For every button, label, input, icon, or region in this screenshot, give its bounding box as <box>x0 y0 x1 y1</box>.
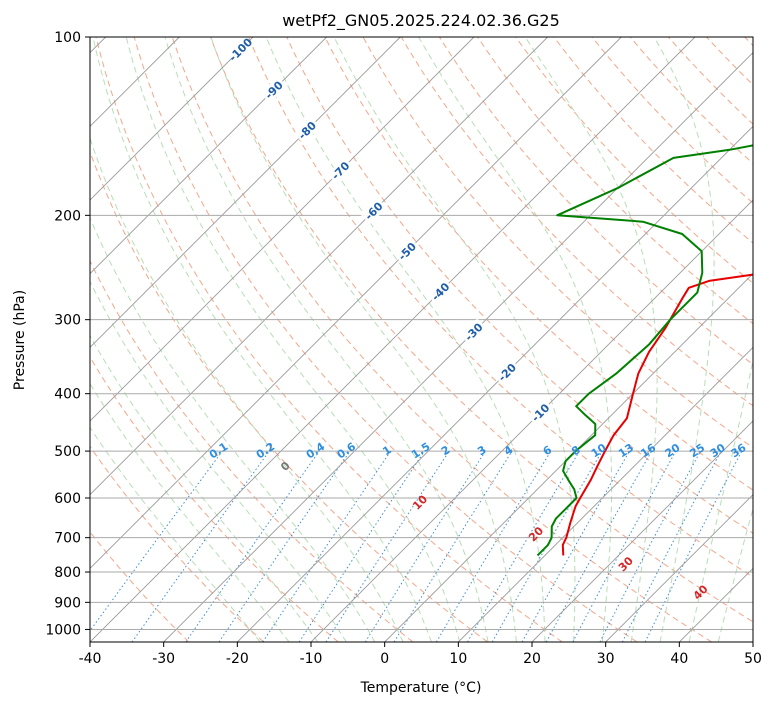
moist-adiabat <box>717 506 753 642</box>
dry-adiabat <box>286 37 753 534</box>
mixing-ratio-line <box>572 450 677 642</box>
isotherm-line <box>90 37 696 642</box>
isotherm-label-bg <box>227 37 254 63</box>
moist-adiabat <box>418 37 613 642</box>
dry-adiabat <box>171 37 712 642</box>
moist-adiabats <box>90 37 753 642</box>
isotherm-line <box>237 125 753 642</box>
dry-adiabats <box>90 37 753 642</box>
dry-adiabat <box>324 37 753 491</box>
y-tick-label: 500 <box>54 444 81 460</box>
y-axis-label: Pressure (hPa) <box>12 290 28 390</box>
moist-adiabat <box>333 37 576 642</box>
moist-adiabat <box>125 37 461 642</box>
mixing-ratio-line <box>393 450 513 642</box>
x-tick-label: 40 <box>670 651 688 667</box>
dry-adiabat <box>95 37 563 642</box>
isotherm-line <box>605 494 753 642</box>
isotherm-label-bg <box>526 399 554 427</box>
isotherm-label-bg <box>326 157 354 185</box>
isotherm-label-bg <box>460 318 488 346</box>
y-tick-label: 700 <box>54 531 81 547</box>
y-tick-label: 1000 <box>45 622 81 638</box>
isotherm-line <box>531 420 753 642</box>
x-tick-label: 30 <box>597 651 615 667</box>
mixing-ratio-line <box>325 450 450 642</box>
x-tick-label: -30 <box>152 651 175 667</box>
y-tick-label: 100 <box>54 30 81 46</box>
mixing-ratio-line <box>644 450 743 642</box>
dry-adiabat <box>515 37 753 284</box>
y-tick-label: 400 <box>54 387 81 403</box>
y-tick-label: 600 <box>54 491 81 507</box>
dry-adiabat <box>90 445 264 642</box>
moist-adiabat <box>90 426 261 642</box>
moist-adiabat <box>164 37 489 642</box>
dry-adiabat <box>90 356 339 642</box>
x-tick-label: 0 <box>380 651 389 667</box>
dewpoint-profile <box>536 144 753 557</box>
mixing-ratio-line <box>131 450 270 642</box>
isotherm-line <box>90 37 475 422</box>
moist-adiabat <box>524 37 658 642</box>
isotherm-label-bg <box>260 76 288 104</box>
y-axis: 100 200 300 400 500 600 700 800 900 1000 <box>45 30 90 638</box>
moist-adiabat <box>90 334 319 642</box>
x-axis: -40 -30 -20 -10 0 10 20 30 40 50 <box>79 642 762 667</box>
isotherm-label-bg <box>393 237 421 265</box>
x-tick-label: 20 <box>523 651 541 667</box>
isotherm-line <box>90 37 327 275</box>
isotherm-line <box>90 37 254 201</box>
moist-adiabat <box>90 280 347 642</box>
isotherm-line <box>384 273 753 642</box>
mixing-ratio-line <box>298 450 425 642</box>
isotherm-line <box>310 199 753 642</box>
x-axis-label: Temperature (°C) <box>360 680 482 696</box>
isotherm-label-bg <box>360 197 388 225</box>
moist-adiabat <box>92 37 432 642</box>
x-tick-label: 50 <box>744 651 762 667</box>
series-layer <box>536 144 753 557</box>
moist-adiabat <box>265 37 546 642</box>
moist-adiabat <box>90 216 376 642</box>
moist-adiabat <box>90 136 404 642</box>
y-tick-label: 300 <box>54 313 81 329</box>
mixing-ratio-lines <box>90 450 743 642</box>
y-tick-label: 800 <box>54 565 81 581</box>
isotherm-line <box>458 346 753 642</box>
x-tick-label: -20 <box>226 651 249 667</box>
dry-adiabat <box>210 37 753 623</box>
mixing-ratio-line <box>218 450 351 642</box>
mixing-ratio-line <box>185 450 320 642</box>
isobars <box>90 37 753 630</box>
mixing-ratio-line <box>545 450 653 642</box>
moist-adiabat <box>210 37 517 642</box>
isotherm-line <box>90 37 548 496</box>
moist-adiabat <box>688 358 753 642</box>
mixing-ratio-line <box>521 450 630 642</box>
mixing-ratio-line <box>262 450 392 642</box>
isotherm-line <box>90 37 622 569</box>
x-tick-label: -10 <box>300 651 323 667</box>
plot-frame <box>89 36 754 643</box>
y-tick-label: 900 <box>54 595 81 611</box>
isotherm-label-bg <box>426 278 454 306</box>
x-tick-label: -40 <box>79 651 102 667</box>
chart-title: wetPf2_GN05.2025.224.02.36.G25 <box>282 11 560 31</box>
plot-area: -100-90-80-70-60-50-40-30-20-10 0.1 0.2 0.… <box>90 37 753 642</box>
moist-adiabat <box>90 382 290 642</box>
isotherm-label-bg <box>493 358 521 386</box>
mixing-ratio-line <box>90 450 223 632</box>
dry-adiabat <box>90 259 414 642</box>
dry-adiabat <box>248 37 753 578</box>
isotherm-label-bg <box>293 116 321 144</box>
x-tick-label: 10 <box>449 651 467 667</box>
y-tick-label: 200 <box>54 208 81 224</box>
